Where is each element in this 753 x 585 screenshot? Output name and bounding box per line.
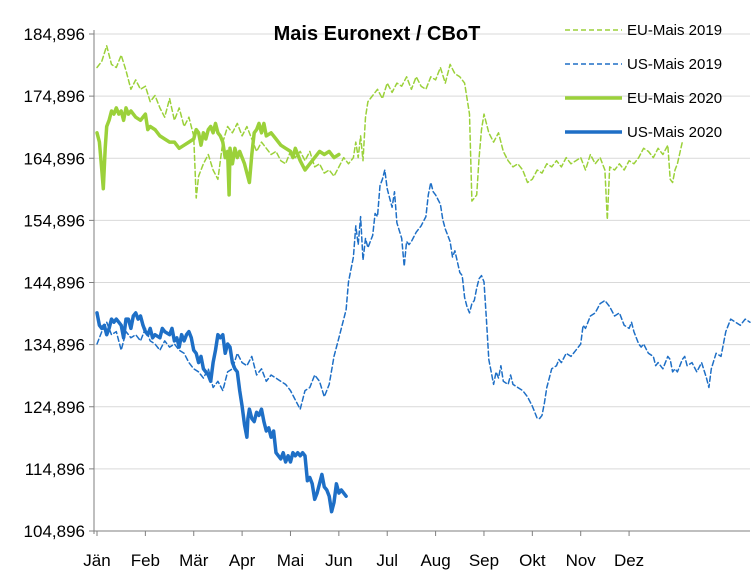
series-layer [95, 45, 751, 514]
x-tick-label: Feb [131, 551, 160, 570]
x-tick-label: Jän [83, 551, 110, 570]
legend-label: US-Mais 2020 [627, 124, 722, 141]
x-tick-label: Mai [277, 551, 304, 570]
x-tick-label: Dez [614, 551, 644, 570]
x-tick-label: Mär [179, 551, 209, 570]
y-tick-label: 154,896 [24, 211, 85, 230]
x-tick-labels: Jän Feb Mär Apr Mai Jun Jul Aug Sep Okt Nov Dez [83, 531, 644, 570]
legend-label: EU-Mais 2019 [627, 22, 722, 39]
y-tick-label: 114,896 [25, 460, 85, 479]
x-tick-label: Jun [325, 551, 352, 570]
y-tick-label: 184,896 [24, 25, 85, 44]
legend: EU-Mais 2019 US-Mais 2019 EU-Mais 2020 US-M… [565, 22, 722, 141]
series-line-eu-mais-2020 [95, 106, 341, 197]
x-tick-label: Jul [376, 551, 398, 570]
x-tick-label: Okt [519, 551, 546, 570]
chart-title: Mais Euronext / CBoT [274, 23, 481, 45]
x-tick-label: Sep [469, 551, 499, 570]
y-gridlines [89, 33, 750, 532]
y-tick-labels: 104,896 114,896 124,896 134,896 144,896 154,8… [24, 25, 85, 541]
y-tick-label: 104,896 [24, 522, 85, 541]
axes [93, 30, 750, 534]
series-line-us-mais-2020 [95, 311, 348, 514]
legend-label: EU-Mais 2020 [627, 90, 722, 107]
y-tick-label: 144,896 [24, 274, 85, 293]
x-tick-label: Apr [229, 551, 256, 570]
y-tick-label: 174,896 [24, 87, 85, 106]
series-line-us-mais-2019 [96, 169, 751, 420]
legend-label: US-Mais 2019 [627, 56, 722, 73]
y-tick-label: 134,896 [24, 336, 85, 355]
y-tick-label: 124,896 [24, 398, 85, 417]
x-tick-label: Nov [566, 551, 597, 570]
series-line-eu-mais-2019 [96, 45, 684, 221]
y-tick-label: 164,896 [24, 149, 85, 168]
x-tick-label: Aug [420, 551, 450, 570]
